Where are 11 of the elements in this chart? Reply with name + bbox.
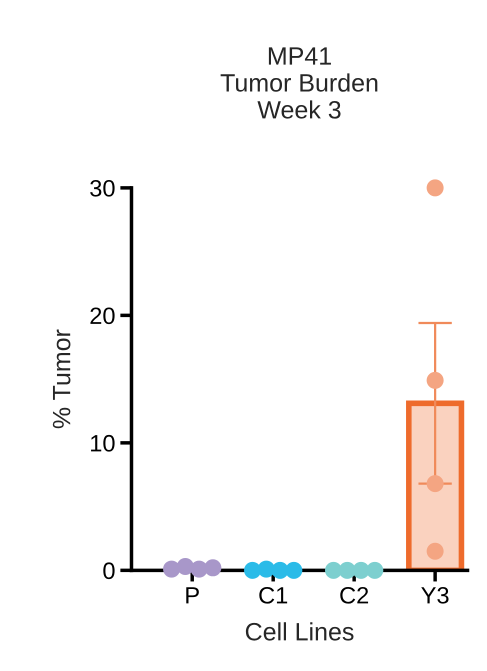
- x-tick-label: P: [186, 587, 199, 604]
- y-tick-label: 20: [90, 307, 115, 324]
- x-axis-title: Cell Lines: [246, 622, 354, 641]
- y-tick-label: 10: [91, 434, 115, 452]
- x-tick-label: C1: [259, 586, 288, 604]
- y-tick-label: 0: [103, 562, 115, 580]
- x-tick-label: C2: [340, 586, 368, 604]
- chart-title: MP41 Tumor Burden Week 3: [220, 47, 378, 119]
- x-tick-label: Y3: [421, 586, 449, 604]
- y-tick-label: 30: [90, 180, 115, 197]
- y-axis-title: % Tumor: [52, 330, 70, 428]
